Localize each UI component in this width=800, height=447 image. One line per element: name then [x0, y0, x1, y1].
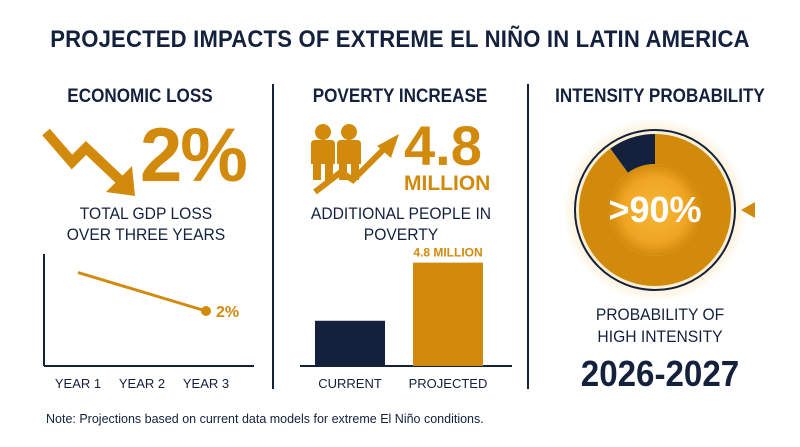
donut-slice [610, 134, 656, 174]
gdp-line-chart: 2% YEAR 1 YEAR 2 YEAR 3 [43, 254, 254, 391]
page-title: PROJECTED IMPACTS OF EXTREME EL NIÑO IN … [50, 26, 750, 53]
divider-right [527, 84, 529, 389]
donut-slice [579, 134, 731, 286]
intensity-period: 2026-2027 [580, 353, 740, 394]
bar-x-tick-label: CURRENT [318, 376, 382, 391]
donut-center [609, 164, 701, 256]
poverty-caption-line1: ADDITIONAL PEOPLE IN [310, 204, 492, 223]
downtrend-arrow-icon [42, 128, 135, 196]
bar [413, 262, 483, 366]
intensity-stat: >90% [608, 189, 702, 230]
line-x-tick-label: YEAR 1 [55, 376, 101, 391]
line-end-label: 2% [216, 304, 239, 321]
gdp-loss-stat: 2% [140, 113, 248, 198]
people-uptrend-icon [311, 124, 399, 195]
line-series [77, 271, 207, 313]
poverty-caption-line2: POVERTY [363, 225, 439, 244]
donut-pointer-icon [741, 202, 755, 218]
intensity-caption-line1: PROBABILITY OF [595, 305, 725, 324]
line-end-point [201, 306, 211, 316]
gdp-loss-caption-line1: TOTAL GDP LOSS [79, 204, 213, 223]
divider-left [272, 84, 274, 389]
footnote: Note: Projections based on current data … [46, 412, 484, 426]
poverty-stat-number: 4.8 [404, 114, 482, 177]
bar-data-label: 4.8 MILLION [413, 246, 482, 260]
intensity-probability-heading: INTENSITY PROBABILITY [555, 86, 765, 107]
poverty-bar-chart: CURRENT 4.8 MILLION PROJECTED [300, 246, 512, 391]
intensity-caption-line2: HIGH INTENSITY [597, 327, 723, 346]
donut-outer-ring [574, 129, 736, 291]
poverty-stat-unit: MILLION [404, 172, 491, 195]
bar-x-tick-label: PROJECTED [409, 376, 488, 391]
poverty-increase-heading: POVERTY INCREASE [312, 86, 488, 107]
economic-loss-heading: ECONOMIC LOSS [67, 86, 213, 107]
gdp-loss-caption-line2: OVER THREE YEARS [66, 225, 226, 244]
bar [315, 320, 385, 366]
line-x-tick-label: YEAR 2 [119, 376, 165, 391]
intensity-donut-chart [563, 118, 755, 302]
line-x-tick-label: YEAR 3 [183, 376, 229, 391]
